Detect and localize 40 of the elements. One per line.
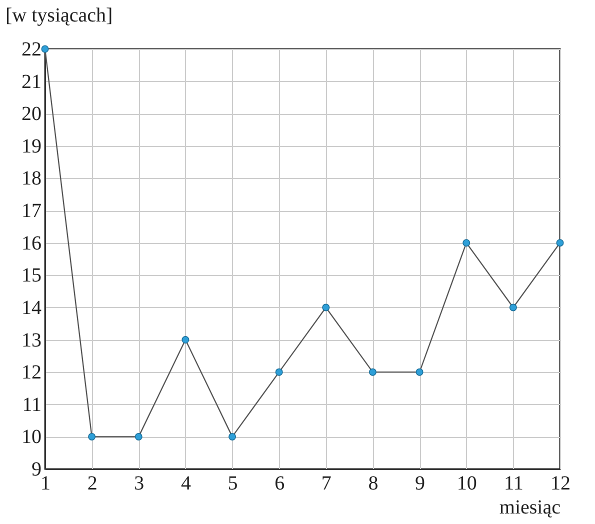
x-tick-label: 9: [415, 472, 426, 494]
x-tick-label: 11: [504, 472, 524, 494]
y-tick-label: 16: [22, 232, 42, 254]
point: [509, 304, 517, 312]
point: [134, 432, 142, 440]
x-tick-label: 4: [180, 472, 191, 494]
point: [416, 368, 424, 376]
y-tick-label: 10: [22, 426, 42, 448]
point: [275, 368, 283, 376]
point: [228, 432, 236, 440]
x-tick-label: 12: [550, 472, 570, 494]
point: [368, 368, 376, 376]
x-tick-label: 2: [87, 472, 98, 494]
x-axis-title: miesiąc: [499, 496, 561, 518]
point: [556, 239, 564, 247]
point: [182, 336, 190, 344]
point: [88, 432, 96, 440]
x-tick-label: 7: [321, 472, 332, 494]
x-tick-label: 3: [134, 472, 144, 494]
y-tick-label: 11: [22, 394, 42, 416]
y-tick-label: 18: [22, 168, 42, 190]
y-tick-label: 19: [22, 135, 42, 158]
point: [322, 304, 330, 312]
y-tick-label: 20: [22, 103, 42, 126]
point: [462, 239, 470, 247]
y-tick-label: 9: [32, 458, 42, 480]
x-tick-label: 8: [368, 472, 378, 494]
y-tick-label: 22: [22, 38, 42, 60]
point: [41, 45, 49, 53]
x-tick-label: 1: [40, 472, 50, 494]
x-tick-label: 5: [228, 472, 238, 494]
y-tick-label: 12: [22, 362, 42, 384]
y-tick-label: 15: [22, 264, 42, 287]
y-tick-label: 17: [22, 200, 42, 222]
y-tick-label: 14: [22, 296, 42, 319]
y-axis-title: [w tysiącach]: [6, 4, 113, 26]
y-tick-label: 21: [22, 70, 42, 93]
y-tick-label: 13: [22, 329, 42, 352]
x-tick-label: 10: [456, 472, 477, 494]
x-tick-label: 6: [274, 472, 285, 494]
